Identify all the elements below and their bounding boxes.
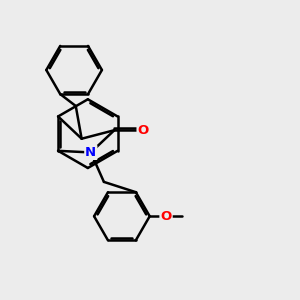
- Text: O: O: [137, 124, 149, 137]
- Text: O: O: [160, 210, 172, 223]
- Text: N: N: [85, 146, 96, 159]
